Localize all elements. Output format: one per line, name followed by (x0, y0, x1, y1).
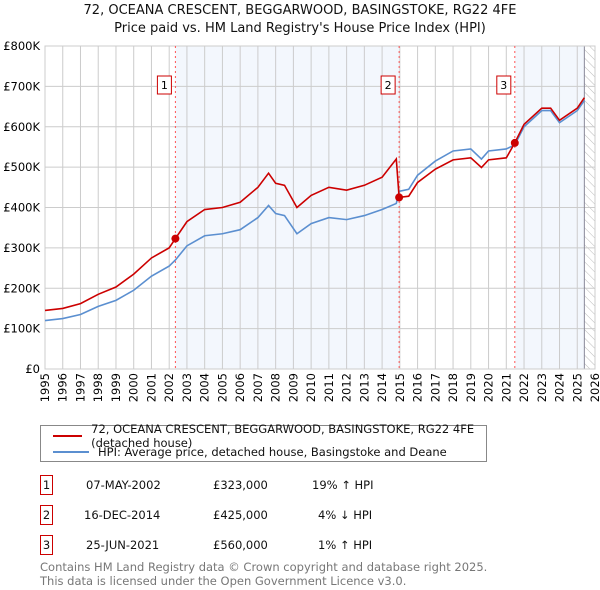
sale-marker: 3 (40, 535, 53, 555)
x-tick-label: 2011 (322, 373, 336, 402)
hpi-line (44, 100, 586, 322)
table-row: 1 07-MAY-2002 £323,000 19% ↑ HPI (40, 475, 440, 495)
sale-label-box (156, 75, 172, 95)
chart-subtitle: Price paid vs. HM Land Registry's House … (114, 21, 486, 36)
x-tick-label: 1995 (38, 373, 52, 402)
x-tick-label: 2026 (588, 373, 600, 402)
sale-label: 3 (500, 79, 507, 92)
sale-hpi: 1% ↑ HPI (318, 538, 373, 552)
legend-item-hpi: HPI: Average price, detached house, Basi… (53, 445, 447, 459)
sale-date: 16-DEC-2014 (84, 508, 161, 522)
sale-hpi: 19% ↑ HPI (312, 478, 374, 492)
x-tick-label: 1996 (56, 373, 70, 402)
legend-label: 72, OCEANA CRESCENT, BEGGARWOOD, BASINGS… (91, 422, 475, 450)
y-tick-label: £0 (25, 362, 40, 376)
y-tick-label: £500K (3, 160, 40, 174)
x-tick-label: 2025 (570, 373, 584, 402)
x-tick-label: 1998 (91, 373, 105, 402)
x-tick-label: 2019 (464, 373, 478, 402)
x-tick-label: 2020 (482, 373, 496, 402)
sale-point (395, 193, 404, 202)
x-tick-label: 2017 (428, 373, 442, 402)
x-tick-label: 2015 (393, 373, 407, 402)
x-tick-label: 2009 (286, 373, 300, 402)
property-line (44, 97, 586, 312)
sale-label: 2 (385, 79, 392, 92)
x-tick-label: 2010 (304, 373, 318, 402)
footer-copyright: Contains HM Land Registry data © Crown c… (40, 560, 488, 574)
x-tick-label: 2018 (446, 373, 460, 402)
x-tick-label: 1999 (109, 373, 123, 402)
plot-border (44, 45, 596, 370)
sale-price: £323,000 (213, 478, 268, 492)
x-tick-label: 2016 (411, 373, 425, 402)
y-tick-label: £600K (3, 120, 40, 134)
sale-label-box (380, 75, 396, 95)
x-tick-label: 2006 (233, 373, 247, 402)
x-tick-label: 2008 (269, 373, 283, 402)
x-tick-label: 2023 (535, 373, 549, 402)
y-tick-label: £100K (3, 322, 40, 336)
y-tick-label: £700K (3, 79, 40, 93)
x-tick-label: 2003 (180, 373, 194, 402)
sale-point (171, 234, 180, 243)
x-tick-label: 2004 (198, 373, 212, 402)
legend: 72, OCEANA CRESCENT, BEGGARWOOD, BASINGS… (40, 422, 487, 462)
chart-title: 72, OCEANA CRESCENT, BEGGARWOOD, BASINGS… (83, 3, 517, 18)
x-tick-label: 2022 (517, 373, 531, 402)
x-tick-label: 2000 (127, 373, 141, 402)
x-tick-label: 2014 (375, 373, 389, 402)
table-row: 2 16-DEC-2014 £425,000 4% ↓ HPI (40, 505, 440, 525)
y-tick-label: £300K (3, 241, 40, 255)
sale-label: 1 (161, 79, 168, 92)
sale-price: £425,000 (213, 508, 268, 522)
x-tick-label: 2021 (499, 373, 513, 402)
footer-licence: This data is licensed under the Open Gov… (40, 574, 407, 588)
table-row: 3 25-JUN-2021 £560,000 1% ↑ HPI (40, 535, 440, 555)
sale-label-box (496, 75, 512, 95)
y-tick-label: £200K (3, 281, 40, 295)
sale-marker: 2 (40, 505, 53, 525)
sale-hpi: 4% ↓ HPI (318, 508, 373, 522)
legend-item-property: 72, OCEANA CRESCENT, BEGGARWOOD, BASINGS… (53, 422, 486, 450)
legend-label: HPI: Average price, detached house, Basi… (98, 445, 447, 459)
sale-date: 07-MAY-2002 (86, 478, 161, 492)
plot: 1995 1996 1997 1998 1999 2000 2001 2002 2003 2004… (3, 39, 600, 402)
x-tick-label: 2012 (340, 373, 354, 402)
x-tick-label: 2001 (144, 373, 158, 402)
sale-price: £560,000 (213, 538, 268, 552)
y-tick-label: £400K (3, 201, 40, 215)
x-tick-label: 2013 (357, 373, 371, 402)
sale-point (510, 138, 519, 147)
x-tick-label: 2002 (162, 373, 176, 402)
x-tick-label: 2005 (215, 373, 229, 402)
y-tick-label: £800K (3, 39, 40, 53)
sale-marker: 1 (40, 475, 53, 495)
x-tick-label: 2024 (553, 373, 567, 402)
x-tick-label: 2007 (251, 373, 265, 402)
sale-date: 25-JUN-2021 (86, 538, 160, 552)
x-tick-label: 1997 (73, 373, 87, 402)
